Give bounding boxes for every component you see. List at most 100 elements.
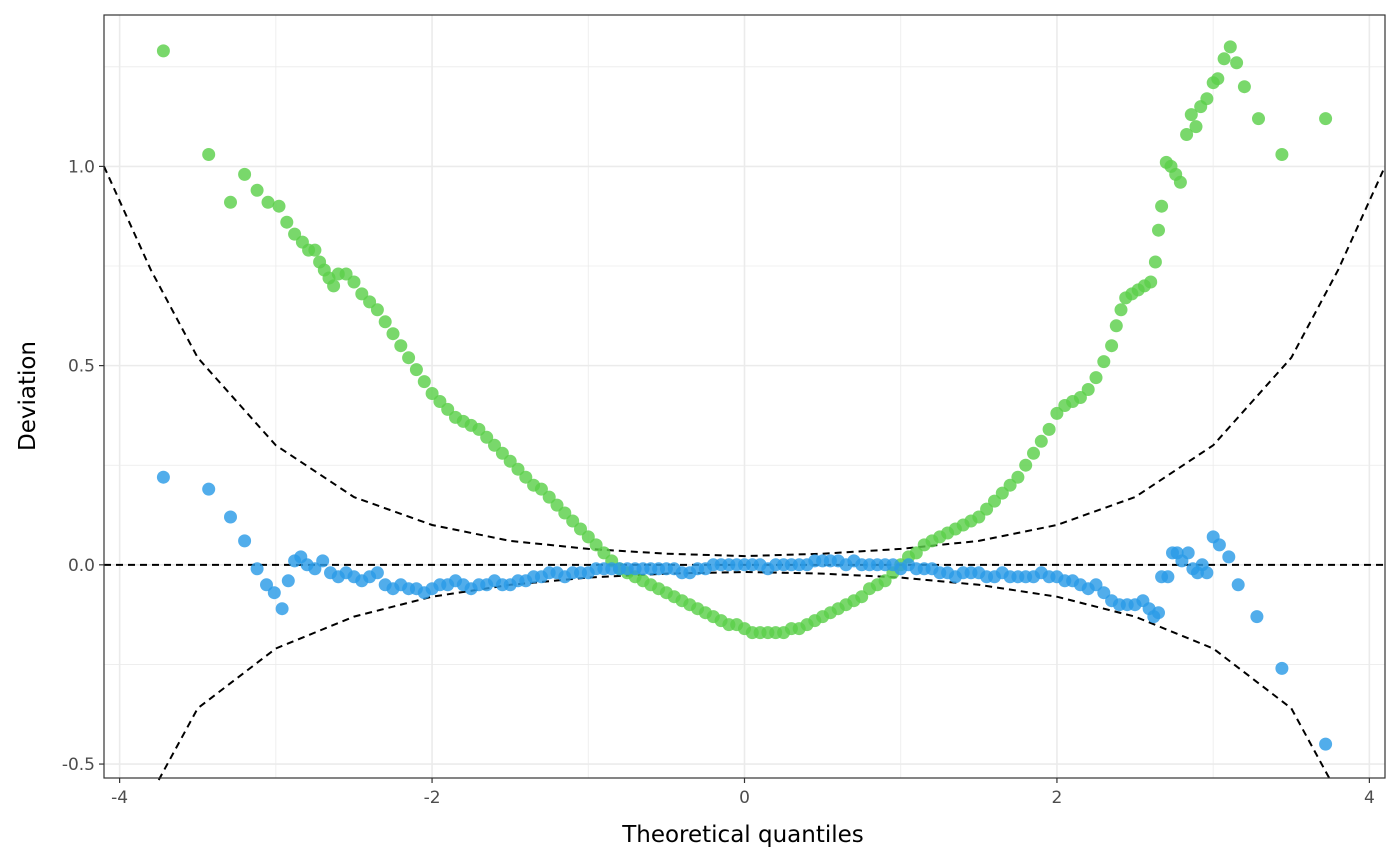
data-point [1097, 586, 1111, 600]
data-point [1152, 606, 1165, 620]
data-point [1200, 92, 1214, 106]
y-tick-label: 0.5 [68, 357, 95, 377]
data-point [202, 148, 216, 161]
data-point [238, 167, 252, 181]
data-point [855, 590, 869, 604]
data-point [433, 395, 447, 408]
data-point [417, 375, 431, 389]
x-tick-label: 4 [1364, 788, 1375, 808]
data-point [1042, 422, 1056, 436]
data-point [386, 327, 400, 341]
data-point [238, 534, 252, 548]
data-point [972, 510, 986, 524]
data-point [339, 267, 353, 281]
data-point [1250, 610, 1264, 624]
data-point [308, 562, 322, 576]
data-point [316, 554, 330, 568]
x-axis: -4 -2 0 2 4 [111, 778, 1375, 808]
y-tick-label: -0.5 [62, 755, 95, 775]
data-point [378, 315, 392, 329]
data-point [1089, 578, 1103, 592]
data-point [355, 287, 369, 301]
data-point [1237, 80, 1251, 94]
data-point [202, 482, 216, 496]
data-point [1217, 52, 1231, 66]
series-1 [156, 470, 1333, 751]
data-point [909, 546, 923, 560]
data-point [995, 486, 1009, 500]
data-point [1152, 223, 1165, 237]
data-point [1097, 355, 1111, 369]
data-point [1081, 383, 1095, 396]
data-point [1027, 446, 1040, 460]
x-tick-label: 0 [739, 788, 750, 808]
data-point [267, 586, 281, 600]
data-point [574, 522, 587, 536]
data-point [511, 462, 525, 476]
data-point [988, 494, 1001, 508]
x-tick-label: -2 [424, 788, 441, 808]
data-point [409, 363, 423, 377]
data-point [1089, 371, 1103, 385]
data-point [472, 422, 486, 436]
data-point [1252, 112, 1265, 126]
data-point [1212, 538, 1226, 552]
data-point [534, 482, 548, 496]
data-point [488, 438, 501, 452]
data-point [1073, 391, 1087, 404]
data-point [1003, 478, 1017, 492]
data-point [1275, 148, 1289, 161]
data-point [1155, 199, 1169, 213]
data-point [1223, 40, 1237, 54]
data-point [1034, 434, 1048, 448]
data-point [495, 446, 509, 460]
data-point [1230, 56, 1244, 70]
data-point [1200, 566, 1214, 580]
data-point [370, 566, 384, 580]
data-point [1109, 319, 1123, 333]
data-point [250, 183, 264, 197]
data-point [1222, 550, 1236, 564]
data-series [156, 40, 1333, 751]
series-0 [156, 40, 1333, 640]
data-point [394, 339, 408, 353]
data-point [1173, 175, 1187, 189]
data-point [261, 195, 275, 209]
data-point [503, 454, 517, 468]
lower-confidence-band [157, 570, 1332, 781]
data-point [519, 470, 533, 484]
data-point [558, 506, 572, 520]
data-point [1189, 120, 1203, 134]
data-point [589, 538, 603, 552]
y-tick-label: 0.0 [68, 556, 95, 576]
data-point [275, 602, 289, 616]
x-tick-label: 2 [1052, 788, 1063, 808]
data-point [550, 498, 564, 512]
data-point [308, 243, 322, 257]
data-point [288, 227, 302, 241]
data-point [1019, 458, 1033, 472]
data-point [272, 199, 286, 213]
data-point [1319, 737, 1333, 751]
data-point [156, 470, 170, 484]
data-point [1105, 339, 1119, 353]
data-point [566, 514, 580, 528]
data-point [441, 402, 455, 416]
data-point [1319, 112, 1333, 126]
y-axis-title: Deviation [15, 341, 41, 451]
data-point [363, 295, 377, 309]
data-point [280, 215, 294, 229]
data-point [224, 195, 237, 209]
data-point [597, 546, 611, 560]
data-point [281, 574, 295, 588]
data-point [480, 430, 494, 444]
data-point [327, 279, 341, 293]
data-point [1231, 578, 1245, 592]
x-tick-label: -4 [111, 788, 128, 808]
data-point [1114, 303, 1128, 317]
data-point [581, 530, 595, 544]
data-point [347, 275, 361, 289]
data-point [1148, 255, 1162, 269]
data-point [1211, 72, 1225, 86]
